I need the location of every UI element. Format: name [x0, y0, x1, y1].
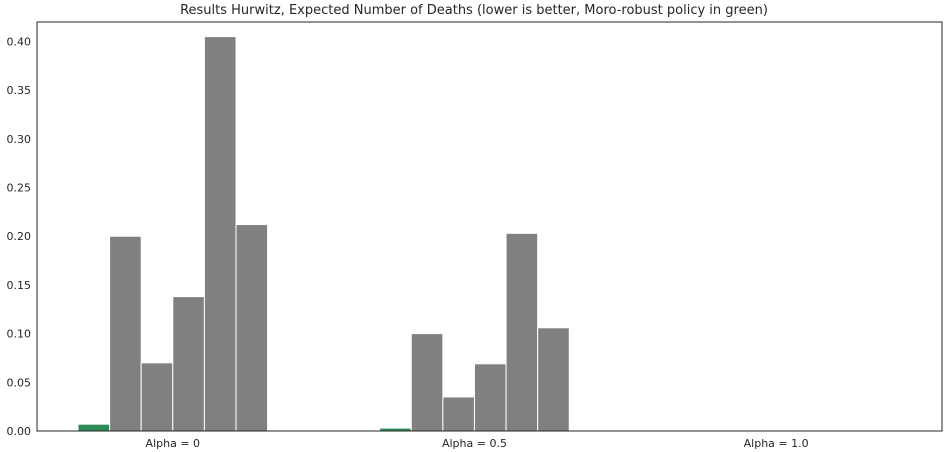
bar-3-1: [473, 363, 507, 432]
bar-3-0: [172, 296, 205, 432]
bar-1-1: [410, 333, 444, 432]
bar-2-1: [442, 396, 475, 432]
y-tick-label: 0.05: [7, 376, 32, 389]
y-tick-label: 0.10: [7, 328, 32, 341]
bar-5-0: [235, 224, 269, 432]
bar-5-1: [537, 327, 570, 432]
x-tick-label: Alpha = 0: [146, 437, 200, 450]
bar-4-1: [505, 232, 539, 432]
chart-title: Results Hurwitz, Expected Number of Deat…: [180, 3, 768, 18]
y-tick-label: 0.35: [7, 84, 32, 97]
axes-layer: 0.00 0.05 0.10 0.15 0.20 0.25 0.30 0.35 0.40 Alph…: [7, 21, 943, 450]
x-tick-label: Alpha = 1.0: [744, 437, 809, 450]
bar-4-0: [203, 36, 237, 432]
y-tick-label: 0.30: [7, 133, 32, 146]
bars-layer: [77, 36, 570, 432]
bar-0-0: [77, 423, 111, 432]
bar-2-0: [140, 362, 174, 432]
y-tick-label: 0.20: [7, 230, 32, 243]
plot-frame: [36, 21, 943, 432]
y-tick-label: 0.25: [7, 182, 32, 195]
x-tick-label: Alpha = 0.5: [442, 437, 507, 450]
y-tick-label: 0.00: [7, 425, 32, 438]
y-tick-label: 0.15: [7, 279, 32, 292]
bar-1-0: [109, 235, 142, 432]
y-tick-label: 0.40: [7, 35, 32, 48]
